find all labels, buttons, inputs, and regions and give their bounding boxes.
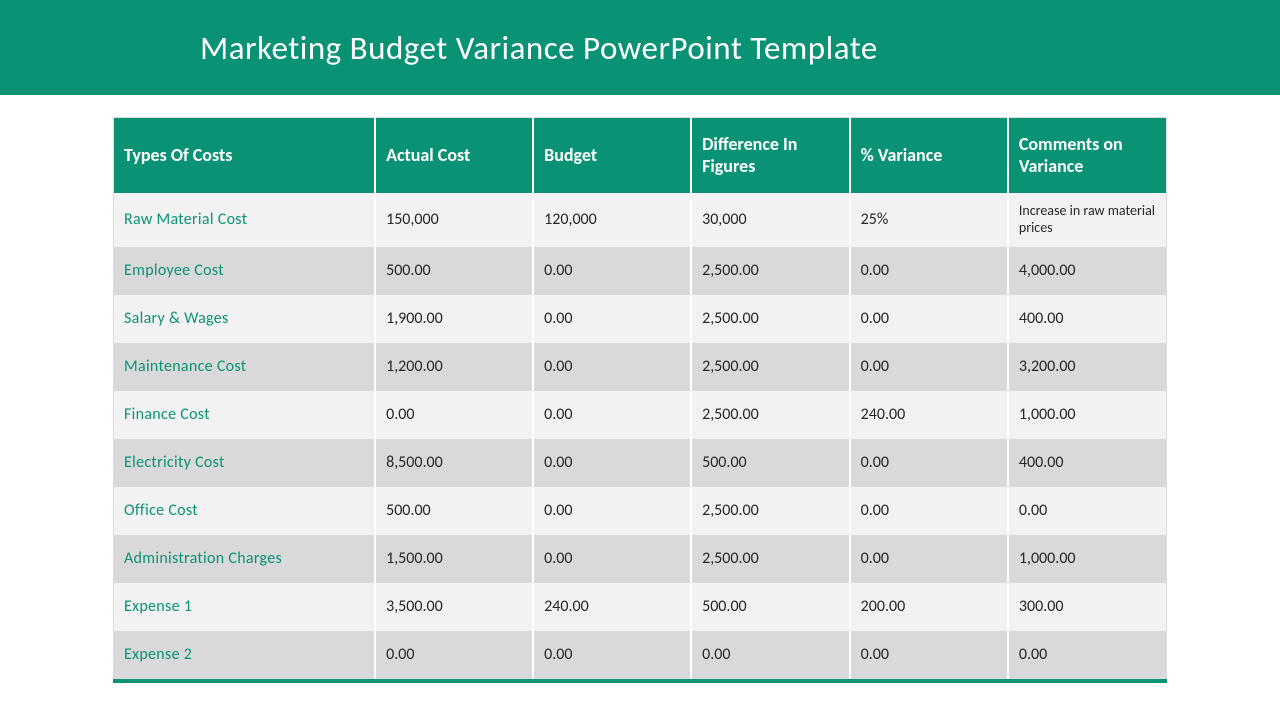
cell-actual: 8,500.00 [375, 439, 533, 487]
cell-budget: 0.00 [533, 487, 691, 535]
table-row: Electricity Cost 8,500.00 0.00 500.00 0.… [114, 439, 1167, 487]
cell-diff: 30,000 [691, 193, 850, 247]
table-row: Maintenance Cost 1,200.00 0.00 2,500.00 … [114, 343, 1167, 391]
cell-label: Administration Charges [114, 535, 376, 583]
table-row: Salary & Wages 1,900.00 0.00 2,500.00 0.… [114, 295, 1167, 343]
col-header-diff: Difference In Figures [691, 118, 850, 194]
cell-budget: 0.00 [533, 391, 691, 439]
col-header-types: Types Of Costs [114, 118, 376, 194]
cell-label: Expense 1 [114, 583, 376, 631]
cell-variance: 0.00 [850, 343, 1008, 391]
col-header-actual: Actual Cost [375, 118, 533, 194]
cell-budget: 0.00 [533, 295, 691, 343]
cell-budget: 0.00 [533, 631, 691, 679]
budget-table-container: Types Of Costs Actual Cost Budget Differ… [113, 117, 1167, 679]
cell-diff: 500.00 [691, 439, 850, 487]
cell-budget: 0.00 [533, 247, 691, 295]
cell-actual: 0.00 [375, 631, 533, 679]
cell-diff: 2,500.00 [691, 247, 850, 295]
cell-diff: 2,500.00 [691, 535, 850, 583]
cell-actual: 1,500.00 [375, 535, 533, 583]
table-bottom-border [113, 679, 1167, 683]
cell-actual: 500.00 [375, 247, 533, 295]
cell-budget: 0.00 [533, 343, 691, 391]
cell-variance: 0.00 [850, 295, 1008, 343]
cell-comments: 0.00 [1008, 631, 1167, 679]
col-header-budget: Budget [533, 118, 691, 194]
cell-label: Raw Material Cost [114, 193, 376, 247]
cell-budget: 0.00 [533, 535, 691, 583]
cell-comments: 3,200.00 [1008, 343, 1167, 391]
table-row: Finance Cost 0.00 0.00 2,500.00 240.00 1… [114, 391, 1167, 439]
cell-actual: 3,500.00 [375, 583, 533, 631]
table-header-row: Types Of Costs Actual Cost Budget Differ… [114, 118, 1167, 194]
cell-comments: 0.00 [1008, 487, 1167, 535]
cell-diff: 0.00 [691, 631, 850, 679]
col-header-comments: Comments on Variance [1008, 118, 1167, 194]
cell-actual: 1,900.00 [375, 295, 533, 343]
cell-comments: 1,000.00 [1008, 391, 1167, 439]
cell-comments: 4,000.00 [1008, 247, 1167, 295]
table-row: Raw Material Cost 150,000 120,000 30,000… [114, 193, 1167, 247]
cell-comments: Increase in raw material prices [1008, 193, 1167, 247]
table-row: Administration Charges 1,500.00 0.00 2,5… [114, 535, 1167, 583]
cell-label: Employee Cost [114, 247, 376, 295]
table-row: Employee Cost 500.00 0.00 2,500.00 0.00 … [114, 247, 1167, 295]
cell-diff: 2,500.00 [691, 487, 850, 535]
cell-comments: 400.00 [1008, 295, 1167, 343]
cell-comments: 400.00 [1008, 439, 1167, 487]
cell-variance: 0.00 [850, 487, 1008, 535]
cell-label: Office Cost [114, 487, 376, 535]
cell-budget: 120,000 [533, 193, 691, 247]
cell-variance: 0.00 [850, 247, 1008, 295]
budget-table: Types Of Costs Actual Cost Budget Differ… [113, 117, 1167, 679]
table-body: Raw Material Cost 150,000 120,000 30,000… [114, 193, 1167, 679]
cell-label: Maintenance Cost [114, 343, 376, 391]
table-row: Expense 1 3,500.00 240.00 500.00 200.00 … [114, 583, 1167, 631]
cell-comments: 1,000.00 [1008, 535, 1167, 583]
table-row: Office Cost 500.00 0.00 2,500.00 0.00 0.… [114, 487, 1167, 535]
cell-budget: 240.00 [533, 583, 691, 631]
table-row: Expense 2 0.00 0.00 0.00 0.00 0.00 [114, 631, 1167, 679]
cell-actual: 150,000 [375, 193, 533, 247]
cell-comments: 300.00 [1008, 583, 1167, 631]
header-bar: Marketing Budget Variance PowerPoint Tem… [0, 0, 1280, 95]
cell-budget: 0.00 [533, 439, 691, 487]
cell-diff: 2,500.00 [691, 295, 850, 343]
cell-variance: 200.00 [850, 583, 1008, 631]
cell-diff: 500.00 [691, 583, 850, 631]
cell-actual: 1,200.00 [375, 343, 533, 391]
cell-variance: 240.00 [850, 391, 1008, 439]
cell-label: Finance Cost [114, 391, 376, 439]
cell-diff: 2,500.00 [691, 391, 850, 439]
page-title: Marketing Budget Variance PowerPoint Tem… [200, 28, 878, 68]
cell-diff: 2,500.00 [691, 343, 850, 391]
cell-variance: 0.00 [850, 535, 1008, 583]
cell-actual: 0.00 [375, 391, 533, 439]
cell-variance: 0.00 [850, 631, 1008, 679]
cell-label: Expense 2 [114, 631, 376, 679]
cell-actual: 500.00 [375, 487, 533, 535]
cell-variance: 25% [850, 193, 1008, 247]
cell-variance: 0.00 [850, 439, 1008, 487]
cell-label: Electricity Cost [114, 439, 376, 487]
cell-label: Salary & Wages [114, 295, 376, 343]
col-header-variance: % Variance [850, 118, 1008, 194]
